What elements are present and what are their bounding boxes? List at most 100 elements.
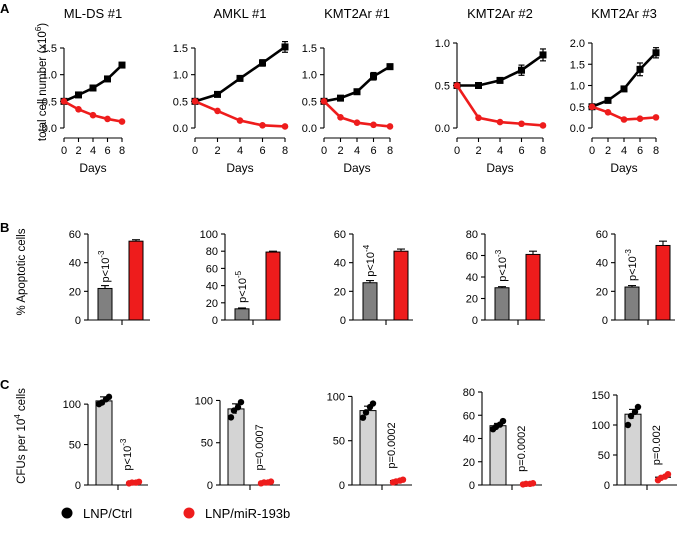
cfu-chart-2-point-ctrl [234,404,242,411]
line-chart-1-ctrl-point [118,61,126,69]
apoptosis-chart-5-y-tick-label: 40 [596,258,608,270]
apoptosis-chart-5-bar-mir [655,244,671,321]
cfu-chart-4-y-tick-label: 80 [463,387,475,399]
apoptosis-chart-2-y-tick-label: 40 [206,281,218,293]
apoptosis-chart-5-y-tick-label: 20 [596,286,608,298]
cfu-chart-5-point-ctrl [627,412,635,420]
line-chart-5-mir-point [636,115,644,122]
line-chart-2-y-tick-label: 0.0 [173,123,188,135]
line-chart-4-x-label: Days [486,161,513,175]
line-chart-2-ctrl-point [214,90,221,98]
line-chart-5-y-tick-label: 1.5 [570,59,585,71]
legend-mir-marker [183,507,195,519]
line-chart-5-x-tick-label: 2 [605,145,611,157]
line-chart-2-mir-point [259,122,266,129]
line-chart-5-mir-point [588,103,596,111]
line-chart-3-mir-point [386,123,394,130]
cfu-chart-1-point-mir [135,478,143,485]
cfu-chart-2-p-value: p=0.0007 [254,424,266,470]
line-chart-1-ctrl-point [89,84,97,92]
cfu-chart-5-point-ctrl [631,408,639,415]
apoptosis-chart-5-y-tick-label: 60 [596,229,608,241]
apoptosis-chart-4-bar-mir [525,253,541,321]
apoptosis-chart-3-y-tick-label: 0 [340,315,346,327]
y-axis-label-a: total cell number (x106) [34,23,49,141]
line-chart-3-mir-point [337,114,344,121]
cfu-chart-2-point-mir [267,478,275,485]
cfu-chart-4-y-tick-label: 0 [469,480,475,492]
cfu-chart-4-bar-ctrl [489,425,507,486]
line-chart-5-mir-point [620,116,628,123]
line-chart-5-y-tick-label: 0.5 [570,102,585,114]
cfu-chart-3-bar-ctrl [359,410,377,486]
line-chart-2-ctrl-point [259,59,266,67]
line-chart-2-mir-point [281,123,289,130]
line-chart-1-mir-point [118,118,126,125]
line-chart-4-ctrl-point [518,66,525,74]
line-chart-3-x-tick-label: 6 [370,145,376,157]
line-chart-2-mir-point [236,117,244,124]
apoptosis-chart-2-y-tick-label: 80 [206,246,218,258]
line-chart-5-mir-point [652,114,660,121]
apoptosis-chart-5-p-value: p<10-3 [624,249,639,281]
line-chart-1-mir-point [60,98,68,105]
apoptosis-chart-2-bar-mir [265,251,281,321]
line-chart-5-y-tick-label: 2.0 [570,38,585,50]
cfu-chart-1-y-tick-label: 0 [75,480,81,492]
cfu-chart-5-y-tick-label: 150 [592,390,610,402]
line-chart-5-x-label: Days [610,161,637,175]
apoptosis-chart-3-bar-ctrl [362,282,378,321]
cfu-chart-2-point-ctrl [237,398,245,406]
cfu-chart-5-y-tick-label: 0 [604,480,610,492]
cfu-chart-3-y-tick-label: 0 [339,480,345,492]
cfu-chart-2-point-ctrl [227,414,235,421]
apoptosis-chart-4-y-tick-label: 20 [466,294,478,306]
line-chart-4-mir-point [453,82,461,89]
line-chart-1-ctrl-point [104,75,111,83]
line-chart-1-y-tick-label: 1.5 [42,43,57,55]
line-chart-4-x-tick-label: 8 [540,145,546,157]
line-chart-1-x-tick-label: 6 [104,145,110,157]
cfu-chart-3-point-mir [399,476,407,483]
line-chart-3-ctrl-point [386,63,394,71]
line-chart-4-title: KMT2Ar #2 [467,6,533,21]
line-chart-1-ctrl-point [75,91,82,99]
apoptosis-chart-3-p-value: p<10-4 [362,244,377,276]
line-chart-2-x-tick-label: 4 [237,145,243,157]
cfu-chart-1-y-tick-label: 100 [63,399,81,411]
cfu-chart-1-point-ctrl [105,393,113,401]
line-chart-3-y-tick-label: 0.5 [302,96,317,108]
legend: LNP/Ctrl LNP/miR-193b [61,506,290,521]
cfu-chart-1-p-value: p<10-3 [119,438,134,470]
line-chart-1-y-tick-label: 0.5 [42,96,57,108]
line-chart-2-x-tick-label: 6 [259,145,265,157]
line-chart-2-x-tick-label: 0 [192,145,198,157]
line-chart-4-x-tick-label: 2 [475,145,481,157]
apoptosis-chart-1-y-tick-label: 0 [75,315,81,327]
apoptosis-chart-1-y-tick-label: 20 [69,286,81,298]
line-chart-2-ctrl-point [236,74,244,82]
cfu-chart-3-point-ctrl [362,409,370,416]
line-chart-4-mir-point [539,122,547,129]
line-chart-1-x-tick-label: 8 [119,145,125,157]
line-chart-1-mir-point [104,115,111,123]
apoptosis-chart-2-bar-ctrl [234,308,250,321]
cfu-chart-5-y-tick-label: 50 [598,450,610,462]
cfu-chart-5-point-mir [664,471,672,478]
line-chart-4-mir-point [475,114,482,122]
line-chart-2-ctrl-line [194,45,286,103]
line-chart-5-y-tick-label: 1.0 [570,81,585,93]
line-chart-1-mir-point [75,106,82,113]
line-chart-5-x-tick-label: 6 [637,145,643,157]
apoptosis-chart-5-y-tick-label: 0 [602,315,608,327]
line-chart-2-x-label: Days [226,161,253,175]
cfu-chart-4-y-tick-label: 40 [463,434,475,446]
legend-mir-label: LNP/miR-193b [205,506,290,521]
apoptosis-chart-1-bar-ctrl [97,287,113,321]
line-chart-4-y-tick-label: 0.0 [435,123,450,135]
line-chart-3-y-tick-label: 1.0 [302,70,317,82]
cfu-chart-4-y-tick-label: 20 [463,457,475,469]
line-chart-2-ctrl-point [281,43,289,51]
